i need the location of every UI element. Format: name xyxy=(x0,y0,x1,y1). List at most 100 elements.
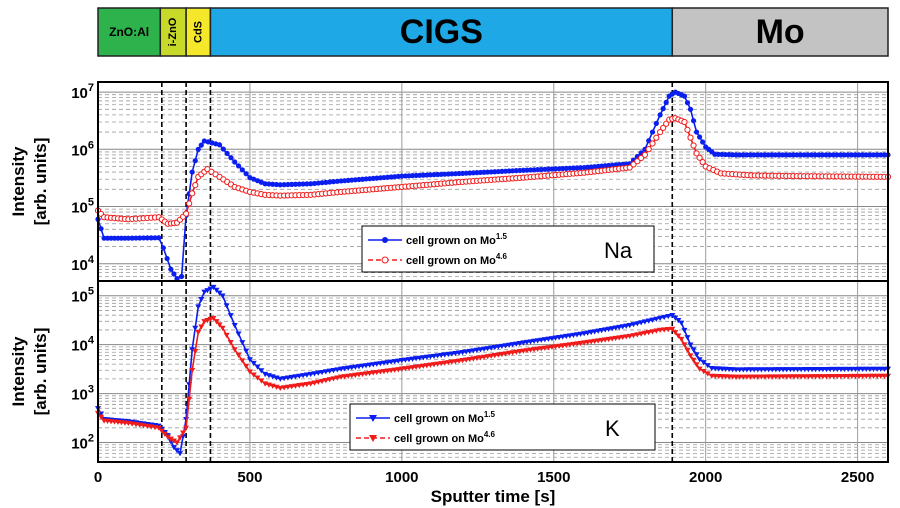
na-data-point-mo15 xyxy=(174,276,180,282)
k-data-point-mo15 xyxy=(243,348,250,354)
na-data-point-mo15 xyxy=(195,146,201,152)
k-data-point-mo46 xyxy=(174,440,180,446)
k-data-point-mo15 xyxy=(213,287,220,293)
k-data-point-mo46 xyxy=(352,372,359,378)
na-data-point-mo15 xyxy=(827,152,833,158)
na-data-point-mo15 xyxy=(772,152,778,158)
na-data-point-mo15 xyxy=(235,163,242,169)
k-data-point-mo15 xyxy=(246,357,253,363)
k-data-point-mo46 xyxy=(326,377,333,383)
na-data-point-mo15 xyxy=(657,112,663,118)
k-data-point-mo46 xyxy=(402,366,409,372)
na-data-point-mo15 xyxy=(787,152,793,158)
k-data-point-mo46 xyxy=(177,435,184,441)
k-data-point-mo15 xyxy=(638,320,645,326)
na-data-point-mo46 xyxy=(681,118,688,126)
k-data-point-mo46 xyxy=(210,315,217,322)
k-data-point-mo15 xyxy=(672,315,679,321)
k-data-point-mo46 xyxy=(300,382,307,388)
k-data-point-mo46 xyxy=(538,346,545,352)
na-legend-marker xyxy=(382,237,388,243)
k-data-point-mo46 xyxy=(602,337,609,343)
k-data-point-mo15 xyxy=(189,347,196,353)
k-data-point-mo46 xyxy=(277,385,284,392)
na-legend-label-mo15: cell grown on Mo1.5 xyxy=(406,232,508,247)
k-data-point-mo46 xyxy=(641,330,648,336)
na-data-point-mo15 xyxy=(296,181,302,187)
k-data-point-mo46 xyxy=(619,334,626,341)
k-data-point-mo15 xyxy=(431,353,438,360)
k-data-point-mo46 xyxy=(416,364,423,370)
k-data-point-mo15 xyxy=(345,365,352,371)
k-data-point-mo46 xyxy=(684,347,691,354)
k-data-point-mo46 xyxy=(675,333,682,339)
k-data-point-mo46 xyxy=(634,332,641,338)
k-data-point-mo46 xyxy=(657,327,664,333)
k-data-point-mo15 xyxy=(693,352,700,358)
k-legend-text-mo46: cell grown on Mo xyxy=(394,433,484,445)
k-data-point-mo46 xyxy=(527,347,534,353)
na-series-mo46 xyxy=(94,115,892,227)
na-data-point-mo15 xyxy=(783,152,789,158)
k-data-point-mo46 xyxy=(377,369,384,375)
k-data-point-mo15 xyxy=(559,334,566,340)
k-data-point-mo15 xyxy=(570,332,577,339)
k-data-point-mo46 xyxy=(319,378,326,385)
k-data-point-mo46 xyxy=(303,381,310,388)
layer-i-zno-block xyxy=(159,7,187,57)
k-data-point-mo46 xyxy=(690,357,697,363)
k-legend-marker xyxy=(369,435,377,442)
na-data-point-mo15 xyxy=(790,152,796,158)
k-data-point-mo46 xyxy=(498,351,505,358)
k-data-point-mo15 xyxy=(653,316,660,322)
na-y-tick-label: 104 xyxy=(71,254,95,274)
na-interface-lines xyxy=(161,82,674,281)
na-data-point-mo15 xyxy=(744,152,750,158)
na-data-point-mo15 xyxy=(289,181,295,187)
na-data-point-mo15 xyxy=(292,181,299,187)
k-data-point-mo46 xyxy=(420,363,427,369)
k-data-point-mo46 xyxy=(213,319,220,325)
k-data-point-mo15 xyxy=(523,339,530,346)
k-data-point-mo46 xyxy=(189,368,196,374)
k-legend: cell grown on Mo1.5 cell grown on Mo4.6 … xyxy=(349,403,656,451)
na-data-point-mo15 xyxy=(776,152,782,158)
na-data-point-mo46 xyxy=(699,159,706,166)
k-data-point-mo46 xyxy=(681,342,688,348)
k-data-point-mo15 xyxy=(223,303,230,309)
k-data-point-mo15 xyxy=(413,356,420,362)
k-data-point-mo15 xyxy=(641,319,648,325)
k-series xyxy=(95,284,891,457)
k-data-point-mo46 xyxy=(548,344,555,350)
k-data-point-mo15 xyxy=(201,289,208,295)
na-data-point-mo15 xyxy=(841,152,847,158)
k-data-point-mo46 xyxy=(239,358,246,364)
k-data-point-mo15 xyxy=(177,451,184,457)
k-data-point-mo46 xyxy=(246,369,253,375)
na-data-point-mo15 xyxy=(834,152,840,158)
layer-zno-al-label: ZnO:Al xyxy=(109,25,149,39)
na-data-point-mo15 xyxy=(192,158,198,164)
k-data-point-mo15 xyxy=(538,337,545,343)
k-data-point-mo46 xyxy=(423,363,430,369)
k-data-point-mo46 xyxy=(669,326,676,332)
k-data-point-mo15 xyxy=(195,304,202,310)
k-data-point-mo15 xyxy=(516,341,523,347)
k-data-point-mo15 xyxy=(292,374,299,380)
na-data-point-mo46 xyxy=(657,128,664,136)
x-tick-label: 1000 xyxy=(385,469,418,486)
k-data-point-mo15 xyxy=(506,342,513,348)
k-data-point-mo15 xyxy=(675,318,682,324)
na-y-axis-label-line2: [arb. units] xyxy=(31,138,50,226)
k-data-point-mo46 xyxy=(288,384,295,390)
k-data-point-mo15 xyxy=(661,314,668,321)
k-data-point-mo46 xyxy=(284,384,291,390)
k-data-point-mo46 xyxy=(470,356,477,362)
k-gridlines xyxy=(98,280,888,463)
k-data-point-mo46 xyxy=(556,343,563,349)
k-data-point-mo15 xyxy=(690,347,697,353)
k-data-point-mo15 xyxy=(649,317,656,323)
k-data-point-mo46 xyxy=(405,365,412,371)
na-data-point-mo15 xyxy=(819,152,825,158)
k-data-point-mo46 xyxy=(345,373,352,379)
